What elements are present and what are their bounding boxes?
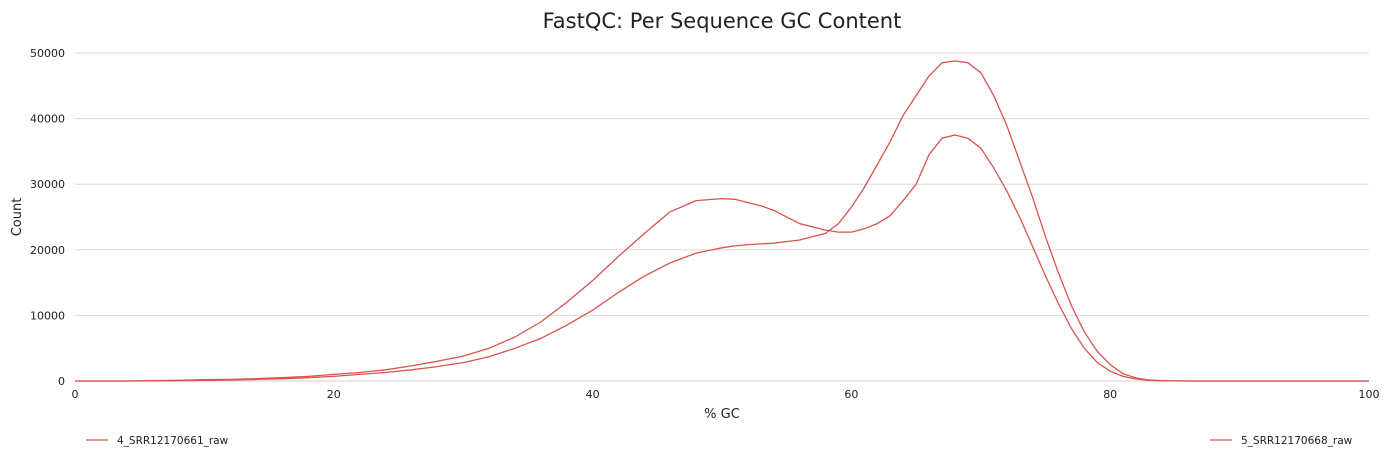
x-tick-label: 60	[844, 388, 858, 401]
y-tick-labels: 0 10000 20000 30000 40000 50000	[30, 47, 65, 388]
legend: 4_SRR12170661_raw 5_SRR12170668_raw	[86, 435, 1353, 447]
x-axis-label: % GC	[704, 407, 740, 422]
y-tick-label: 20000	[30, 244, 65, 257]
y-tick-label: 10000	[30, 309, 65, 322]
legend-item[interactable]: 4_SRR12170661_raw	[86, 435, 229, 447]
y-tick-label: 40000	[30, 113, 65, 126]
legend-label: 4_SRR12170661_raw	[117, 435, 229, 447]
y-tick-label: 50000	[30, 47, 65, 60]
gridlines	[75, 52, 1369, 316]
x-tick-label: 20	[327, 388, 341, 401]
chart-title: FastQC: Per Sequence GC Content	[543, 9, 902, 33]
x-tick-label: 80	[1103, 388, 1117, 401]
x-tick-label: 0	[72, 388, 79, 401]
series-line-2	[75, 60, 1369, 382]
x-tick-label: 40	[586, 388, 600, 401]
y-axis-label: Count	[10, 198, 25, 237]
y-tick-label: 30000	[30, 178, 65, 191]
x-tick-label: 100	[1359, 388, 1380, 401]
x-tick-labels: 0 20 40 60 80 100	[72, 388, 1380, 401]
legend-item[interactable]: 5_SRR12170668_raw	[1210, 435, 1353, 447]
series-line-1	[75, 134, 1369, 382]
y-tick-label: 0	[58, 375, 65, 388]
legend-label: 5_SRR12170668_raw	[1241, 435, 1353, 447]
series-lines	[75, 60, 1369, 382]
